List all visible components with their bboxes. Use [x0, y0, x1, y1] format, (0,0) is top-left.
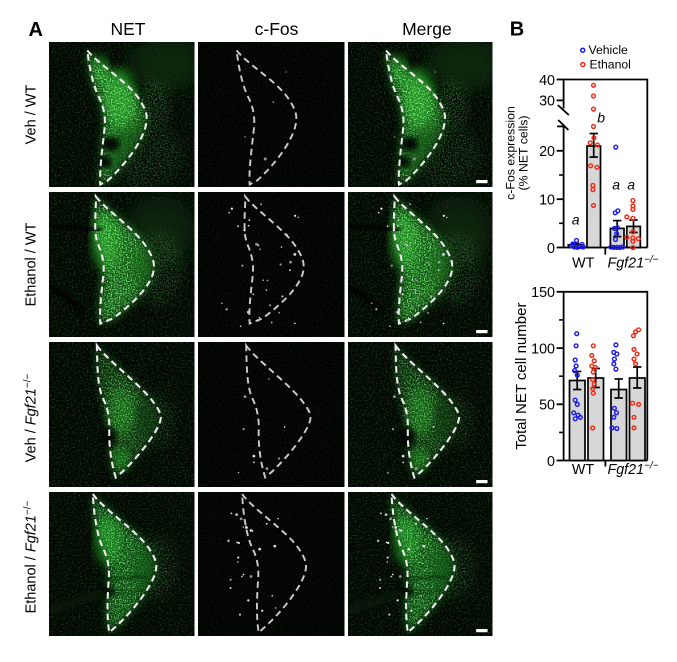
svg-text:a: a — [627, 177, 635, 193]
svg-text:Veh / Fgf21−/−: Veh / Fgf21−/− — [23, 374, 40, 463]
svg-text:50: 50 — [539, 398, 555, 414]
svg-text:Ethanol / WT: Ethanol / WT — [24, 222, 40, 306]
svg-text:a: a — [572, 211, 580, 227]
svg-text:Vehicle: Vehicle — [589, 43, 629, 57]
svg-text:a: a — [612, 177, 620, 193]
svg-text:b: b — [597, 110, 605, 126]
svg-text:Merge: Merge — [402, 19, 452, 39]
svg-text:B: B — [510, 18, 524, 40]
svg-text:Total NET cell number: Total NET cell number — [513, 303, 530, 450]
svg-text:Ethanol: Ethanol — [590, 58, 631, 72]
svg-text:150: 150 — [531, 285, 555, 301]
svg-text:WT: WT — [572, 462, 594, 478]
svg-text:c-Fos expression: c-Fos expression — [504, 106, 518, 200]
svg-text:A: A — [29, 19, 43, 41]
svg-text:20: 20 — [539, 144, 555, 160]
svg-text:0: 0 — [547, 454, 555, 470]
svg-text:40: 40 — [539, 73, 555, 89]
svg-text:0: 0 — [547, 241, 555, 257]
svg-text:NET: NET — [111, 19, 146, 39]
svg-text:WT: WT — [572, 256, 594, 272]
svg-text:(% NET cells): (% NET cells) — [517, 116, 531, 191]
svg-text:30: 30 — [539, 94, 555, 110]
svg-text:100: 100 — [531, 341, 555, 357]
svg-text:Ethanol / Fgf21−/−: Ethanol / Fgf21−/− — [23, 500, 40, 613]
svg-text:10: 10 — [539, 193, 555, 209]
svg-text:Veh / WT: Veh / WT — [24, 85, 40, 145]
svg-text:c-Fos: c-Fos — [255, 19, 299, 39]
